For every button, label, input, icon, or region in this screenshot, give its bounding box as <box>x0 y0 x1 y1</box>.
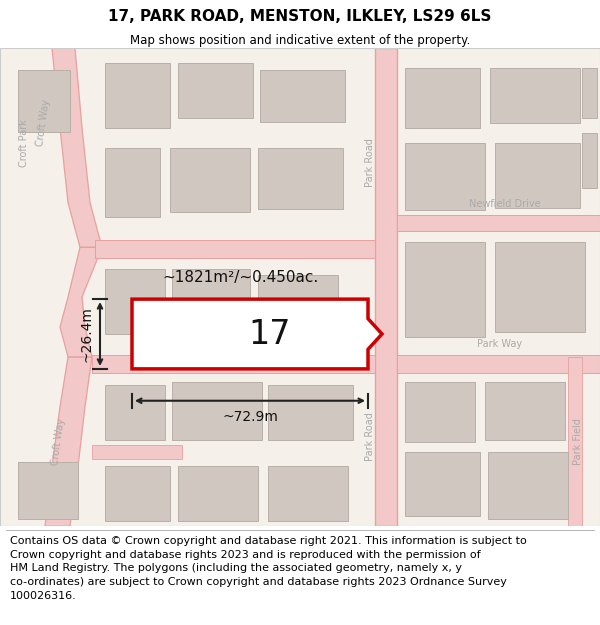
Bar <box>268 466 348 521</box>
Bar <box>105 385 165 439</box>
Bar <box>105 269 165 334</box>
Text: Park Road: Park Road <box>365 412 375 461</box>
Bar <box>258 148 343 209</box>
Polygon shape <box>60 248 102 357</box>
Bar <box>582 68 597 118</box>
Text: Map shows position and indicative extent of the property.: Map shows position and indicative extent… <box>130 34 470 47</box>
Bar <box>18 70 70 132</box>
Bar <box>172 269 250 334</box>
Bar <box>405 382 475 442</box>
Bar <box>495 242 585 332</box>
Bar <box>170 148 250 213</box>
Bar <box>268 385 353 439</box>
Polygon shape <box>132 299 382 369</box>
Bar <box>92 355 375 373</box>
Bar <box>375 48 397 526</box>
Bar <box>405 451 480 516</box>
Text: Croft Way: Croft Way <box>50 418 66 466</box>
Text: Newfield Drive: Newfield Drive <box>469 199 541 209</box>
Text: ~1821m²/~0.450ac.: ~1821m²/~0.450ac. <box>162 270 318 285</box>
Bar <box>490 68 580 123</box>
Bar <box>405 242 485 337</box>
Bar <box>95 241 375 258</box>
Bar <box>92 444 182 459</box>
Text: ~26.4m: ~26.4m <box>80 306 94 362</box>
Text: Croft Way: Croft Way <box>35 99 51 147</box>
Bar <box>397 355 600 373</box>
Bar <box>405 142 485 211</box>
Bar <box>105 466 170 521</box>
Polygon shape <box>45 357 92 526</box>
Bar <box>105 63 170 128</box>
Bar <box>178 63 253 118</box>
Bar <box>485 382 565 439</box>
Bar <box>18 461 78 519</box>
Bar <box>405 68 480 128</box>
Polygon shape <box>52 48 102 248</box>
Bar <box>178 466 258 521</box>
Bar <box>258 275 338 333</box>
Bar <box>568 357 582 526</box>
Text: ~72.9m: ~72.9m <box>222 410 278 424</box>
Bar <box>582 132 597 188</box>
Bar <box>260 70 345 122</box>
Text: Croft Park: Croft Park <box>19 119 29 167</box>
Bar <box>105 148 160 218</box>
Bar <box>495 142 580 208</box>
Text: Contains OS data © Crown copyright and database right 2021. This information is : Contains OS data © Crown copyright and d… <box>10 536 526 601</box>
Text: Park Way: Park Way <box>478 339 523 349</box>
Text: Park Road: Park Road <box>365 138 375 187</box>
Bar <box>397 216 600 231</box>
Text: 17, PARK ROAD, MENSTON, ILKLEY, LS29 6LS: 17, PARK ROAD, MENSTON, ILKLEY, LS29 6LS <box>109 9 491 24</box>
Bar <box>488 451 568 519</box>
Text: 17: 17 <box>249 318 291 351</box>
Text: Park Field: Park Field <box>573 418 583 465</box>
Bar <box>172 382 262 439</box>
